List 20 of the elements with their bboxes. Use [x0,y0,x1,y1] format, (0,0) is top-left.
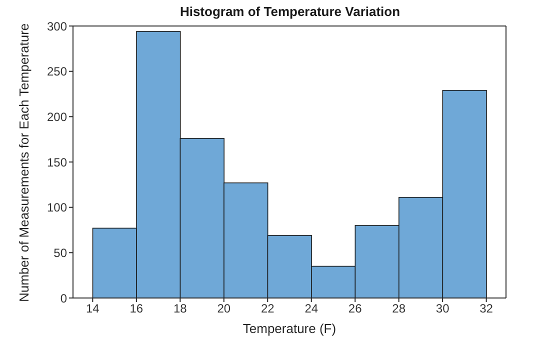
y-axis-title: Number of Measurements for Each Temperature [16,23,32,302]
x-tick-label: 20 [217,302,231,316]
x-tick-label: 22 [260,302,275,316]
x-tick-label: 28 [392,302,406,316]
y-tick-label: 0 [60,291,68,306]
y-tick-label: 150 [46,155,68,170]
x-tick-label: 30 [436,302,450,316]
y-tick-label: 100 [46,200,68,215]
y-tick-label: 200 [46,110,68,124]
y-tick-label: 50 [54,246,68,260]
x-tick-label: 18 [173,302,188,316]
y-tick-label: 300 [46,19,68,34]
x-tick-label: 32 [480,302,494,316]
x-tick-label: 26 [348,302,362,316]
x-axis-title: Temperature (F) [242,321,336,336]
x-tick-label: 14 [86,302,100,316]
chart-title: Histogram of Temperature Variation [178,4,402,19]
y-tick-label: 250 [46,64,68,79]
x-tick-label: 24 [304,302,318,316]
x-tick-label: 16 [130,302,144,316]
